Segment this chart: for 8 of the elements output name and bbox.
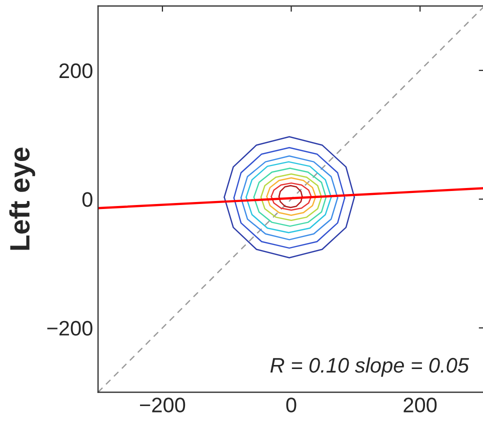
annotation: R = 0.10 slope = 0.05 bbox=[270, 357, 470, 377]
y-axis-title: Left eye bbox=[9, 148, 36, 250]
x-tick-label: 200 bbox=[404, 398, 437, 412]
y-tick-label: 0 bbox=[82, 192, 92, 207]
x-tick-label: −200 bbox=[140, 398, 186, 412]
x-tick-label: 0 bbox=[286, 398, 296, 412]
y-tick-label: 200 bbox=[59, 63, 92, 78]
y-tick-label: −200 bbox=[47, 320, 92, 336]
